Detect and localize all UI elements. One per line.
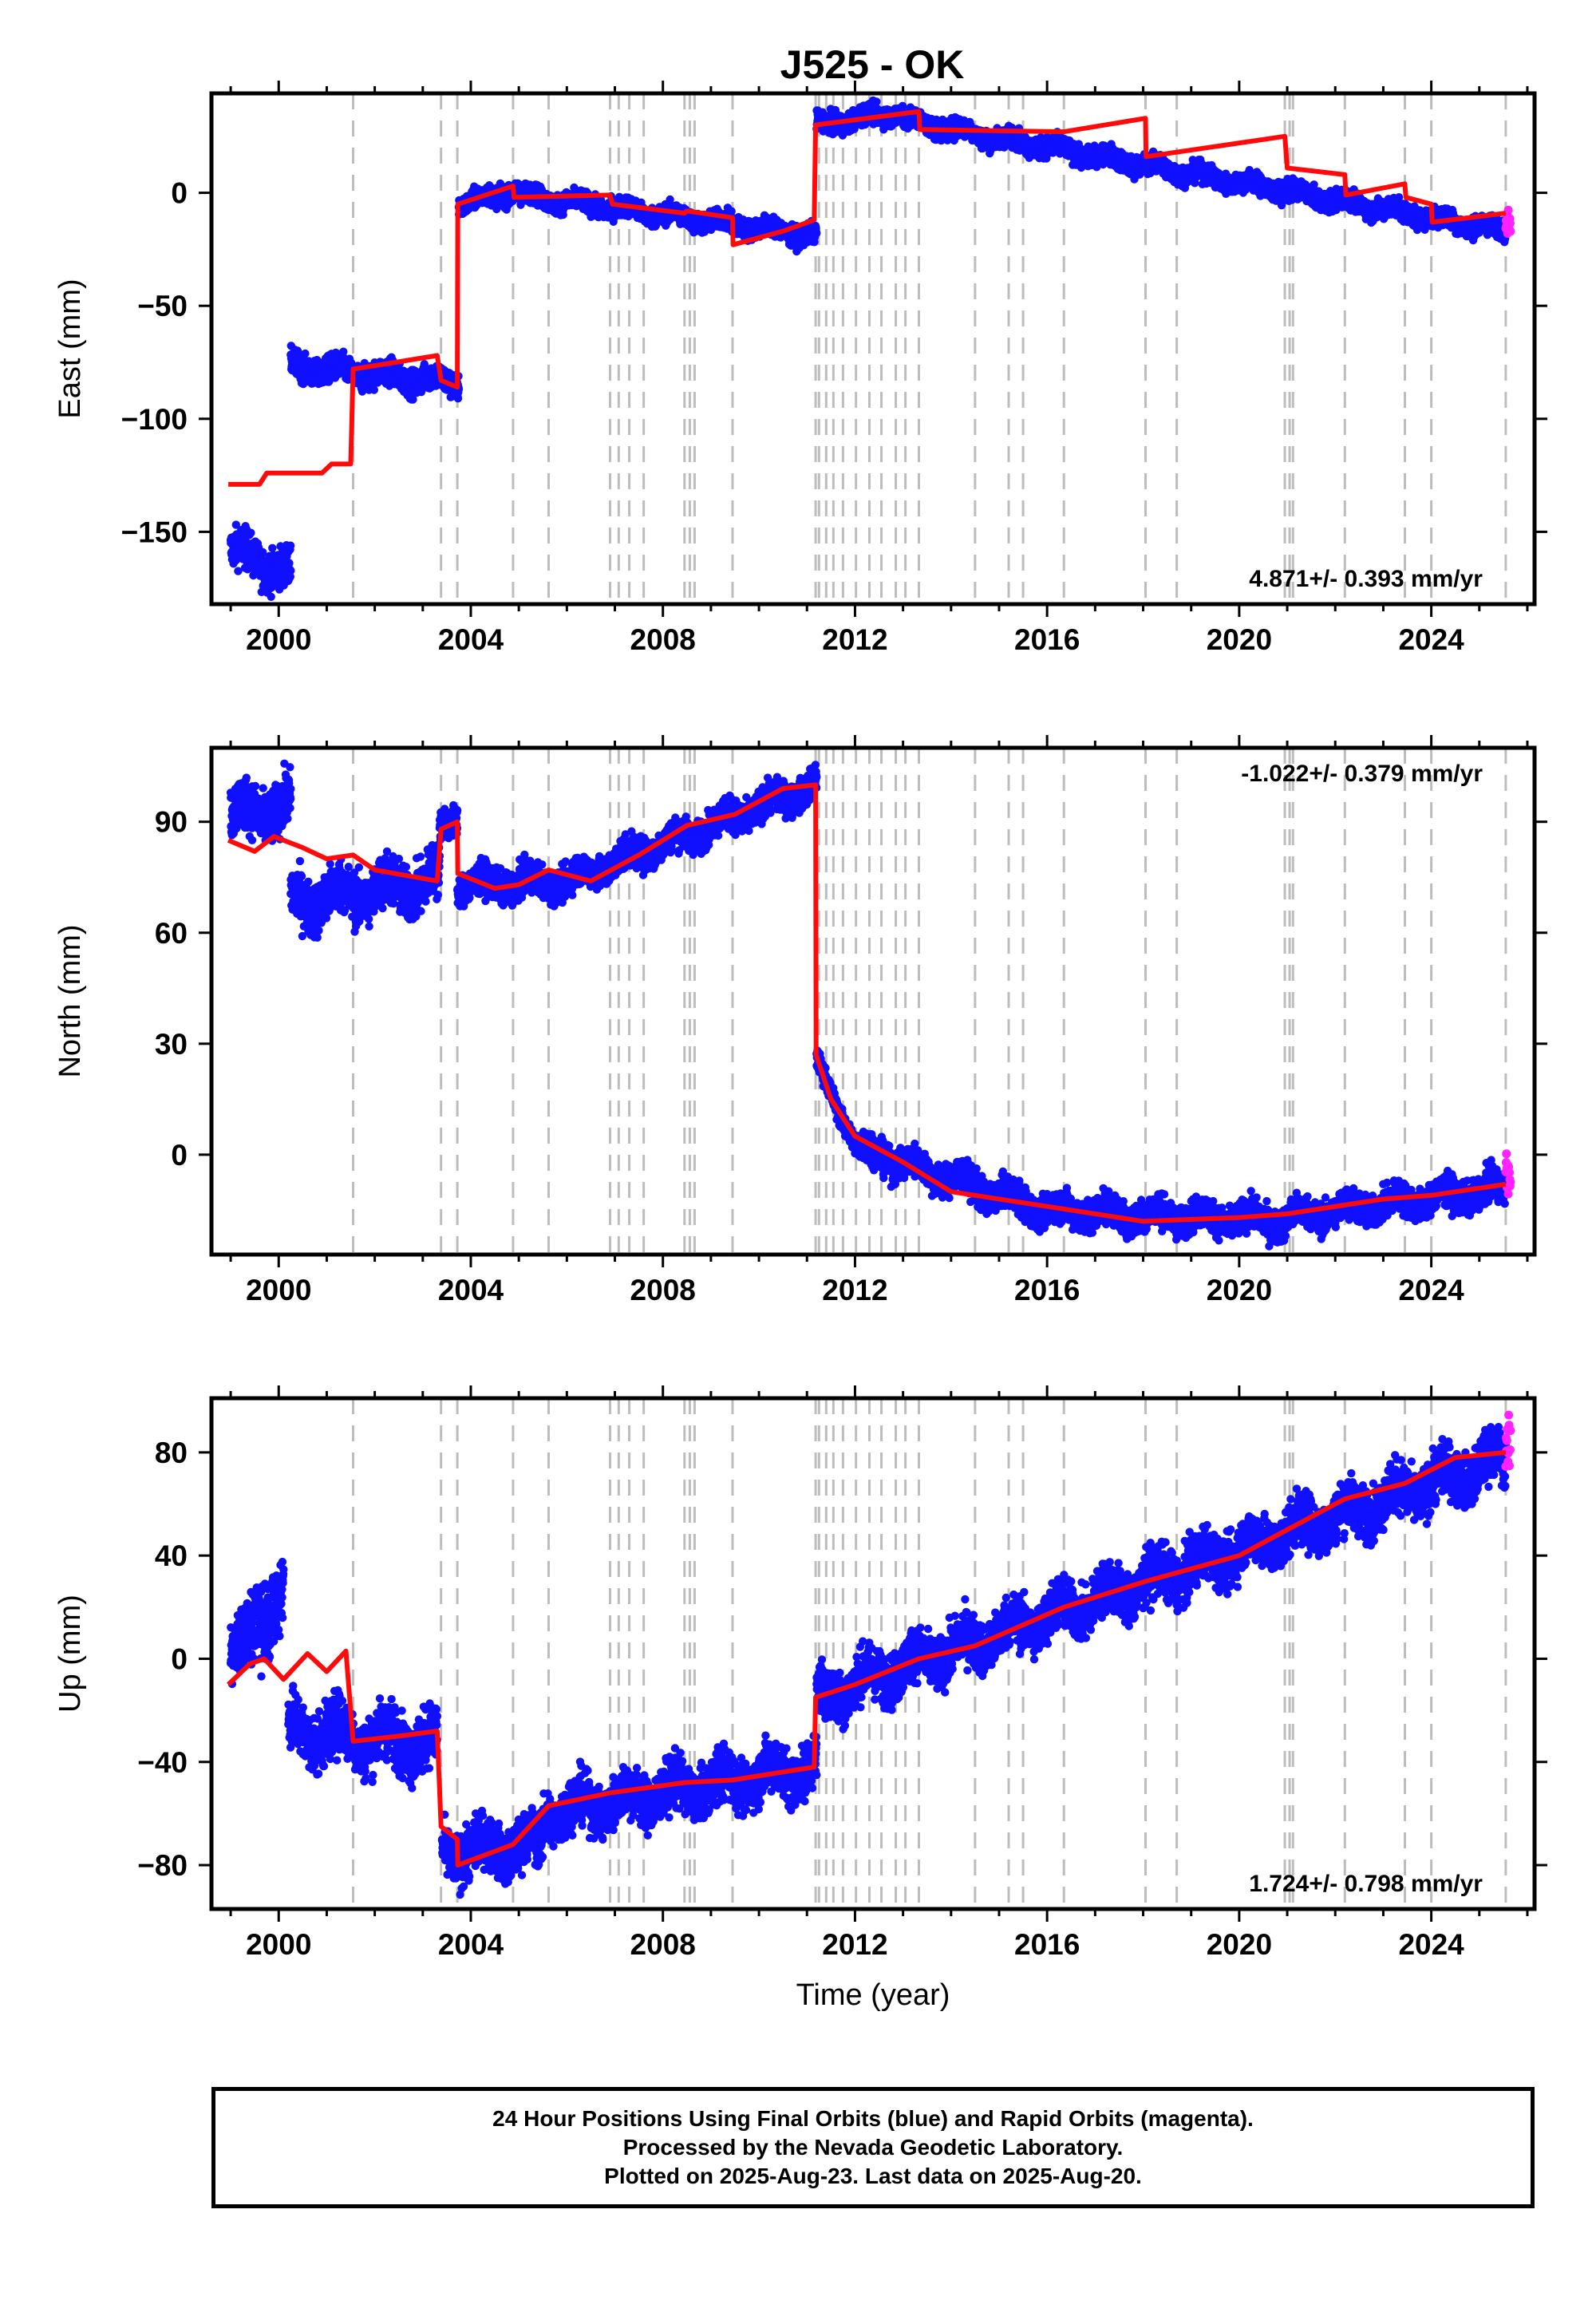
final-orbit-point bbox=[234, 567, 243, 575]
plot-panels: 2000 2004 2008 2012 2016 2020 2024−150−100−500… bbox=[53, 81, 1547, 2012]
plot-area-east bbox=[226, 93, 1515, 604]
final-orbit-point bbox=[286, 541, 295, 550]
final-orbit-point bbox=[286, 566, 295, 575]
final-orbit-point bbox=[267, 592, 275, 601]
final-orbit-point bbox=[409, 395, 417, 404]
final-orbit-point bbox=[286, 572, 294, 581]
chart-title: J525 - OK bbox=[780, 42, 965, 87]
final-orbit-point bbox=[285, 559, 294, 567]
final-orbit-point bbox=[247, 528, 255, 537]
final-orbit-point bbox=[369, 385, 378, 394]
final-orbit-point bbox=[268, 543, 277, 552]
final-orbit-point bbox=[231, 520, 240, 529]
final-orbit-point bbox=[259, 547, 267, 557]
panel-east: 2000 2004 2008 2012 2016 2020 2024−150−100−500… bbox=[53, 81, 1547, 656]
final-orbit-point bbox=[812, 228, 821, 238]
final-orbit-point bbox=[301, 349, 310, 358]
